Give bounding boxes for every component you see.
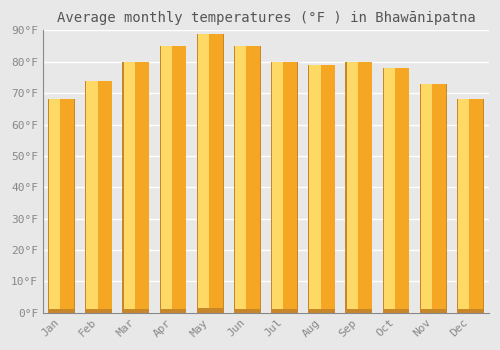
Bar — [308, 65, 335, 313]
Bar — [458, 99, 469, 309]
Bar — [358, 62, 372, 309]
Bar — [271, 62, 298, 313]
Bar — [457, 99, 483, 313]
Bar — [421, 84, 432, 309]
Bar — [124, 62, 135, 309]
Bar — [420, 84, 446, 313]
Bar — [135, 62, 148, 309]
Bar — [98, 80, 112, 309]
Bar — [284, 62, 298, 309]
Bar — [209, 34, 223, 308]
Bar — [235, 46, 246, 309]
Bar — [60, 99, 74, 309]
Bar — [384, 68, 395, 309]
Title: Average monthly temperatures (°F ) in Bhawānipatna: Average monthly temperatures (°F ) in Bh… — [56, 11, 476, 25]
Bar — [469, 99, 483, 309]
Bar — [234, 46, 260, 313]
Bar — [382, 68, 409, 313]
Bar — [246, 46, 260, 309]
Bar — [346, 62, 358, 309]
Bar — [432, 84, 446, 309]
Bar — [160, 46, 186, 313]
Bar — [346, 62, 372, 313]
Bar — [272, 62, 283, 309]
Bar — [122, 62, 149, 313]
Bar — [48, 99, 75, 313]
Bar — [197, 34, 224, 313]
Bar — [198, 34, 209, 308]
Bar — [86, 80, 112, 313]
Bar — [310, 65, 320, 309]
Bar — [320, 65, 334, 309]
Bar — [160, 46, 172, 309]
Bar — [49, 99, 60, 309]
Bar — [395, 68, 409, 309]
Bar — [86, 80, 98, 309]
Bar — [172, 46, 186, 309]
